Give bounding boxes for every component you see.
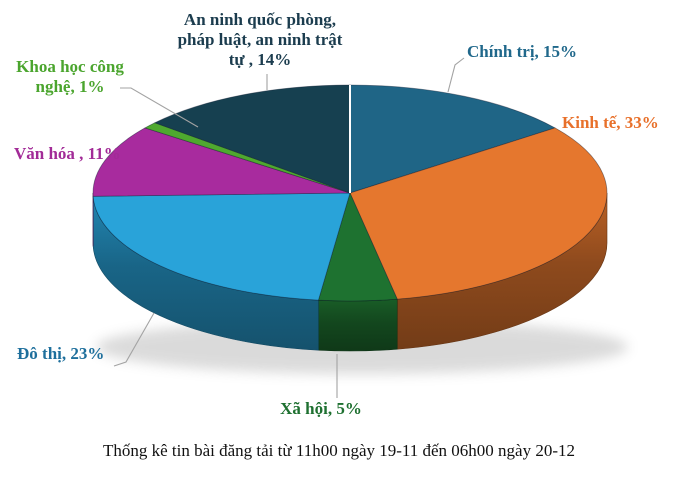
slice-label-do-thi: Đô thị, 23%: [17, 344, 105, 363]
slice-label-van-hoa: Văn hóa , 11%: [14, 144, 121, 163]
slice-label-line: pháp luật, an ninh trật: [177, 30, 343, 49]
pie-slice-3: [92, 192, 351, 301]
slice-label-an-ninh: An ninh quốc phòng, pháp luật, an ninh t…: [158, 10, 362, 70]
pie-slice-2: [318, 192, 398, 302]
chart-caption: Thống kê tin bài đăng tải từ 11h00 ngày …: [102, 441, 576, 460]
slice-label-khoa-hoc: Khoa học công nghệ, 1%: [0, 57, 140, 97]
leader-chinh-tri: [447, 57, 465, 93]
pie-slice-0: [349, 84, 556, 194]
leader-khoa-hoc: [120, 87, 199, 128]
slice-label-line: Khoa học công: [16, 57, 124, 76]
pie-slice-5: [144, 122, 351, 194]
pie-slice-1: [349, 127, 608, 300]
pie-slice-side-2: [318, 298, 398, 352]
slice-label-line: nghệ, 1%: [35, 77, 105, 96]
pie-slice-4: [92, 127, 351, 197]
pie-slice-6: [154, 84, 351, 194]
slice-label-kinh-te: Kinh tế, 33%: [562, 113, 659, 132]
leader-do-thi: [113, 312, 155, 367]
slice-label-chinh-tri: Chính trị, 15%: [467, 42, 578, 61]
slice-label-xa-hoi: Xã hội, 5%: [280, 399, 362, 418]
slice-label-line: tự , 14%: [228, 50, 292, 69]
slice-label-line: An ninh quốc phòng,: [183, 10, 337, 29]
